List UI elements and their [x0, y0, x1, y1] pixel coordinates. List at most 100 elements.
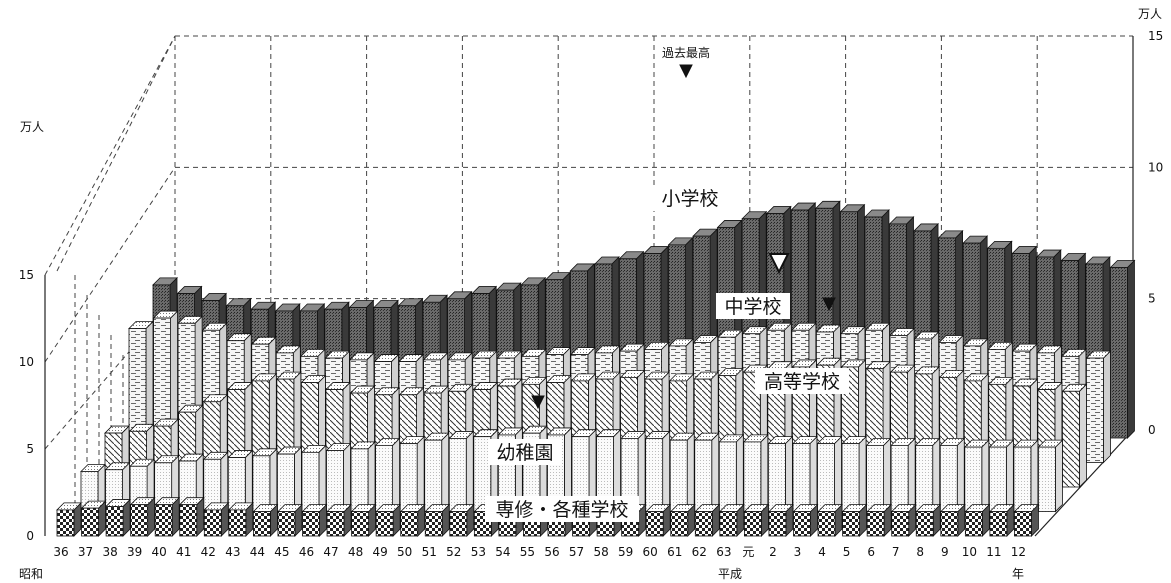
- bar-専修・各種学校-40: [154, 496, 181, 537]
- bar-front: [817, 511, 836, 537]
- bar-幼稚園-43: [251, 447, 278, 513]
- bar-front: [768, 443, 786, 512]
- bar-side: [907, 437, 916, 513]
- x-tick-36: 9: [941, 545, 949, 559]
- x-tick-32: 5: [843, 545, 851, 559]
- bar-front: [964, 511, 983, 537]
- bar-front: [744, 511, 762, 537]
- bar-front: [301, 451, 320, 512]
- bar-front: [669, 439, 688, 512]
- series-label-2: 高等学校: [764, 371, 840, 393]
- bar-front: [252, 511, 271, 537]
- bar-front: [645, 438, 664, 512]
- right-tick-15: 15: [1148, 29, 1163, 43]
- bar-専修・各種学校-10: [964, 503, 991, 537]
- bar-front: [277, 511, 296, 537]
- bar-幼稚園-42: [227, 449, 254, 513]
- bar-front: [866, 511, 885, 537]
- x-tick-27: 63: [716, 545, 731, 559]
- bar-side: [858, 435, 867, 513]
- bar-front: [302, 511, 320, 537]
- bar-幼稚園-44: [276, 446, 303, 513]
- bar-front: [1110, 267, 1128, 439]
- bar-専修・各種学校-3: [792, 503, 819, 537]
- annotation-peak: 過去最高: [662, 45, 710, 60]
- bar-幼稚園-58: [620, 430, 647, 513]
- bar-side: [269, 447, 278, 513]
- bar-side: [637, 430, 646, 513]
- x-tick-17: 53: [471, 545, 486, 559]
- bar-専修・各種学校-48: [350, 503, 377, 537]
- bar-front: [326, 450, 344, 512]
- bar-幼稚園-9: [963, 439, 990, 513]
- bar-front: [130, 504, 149, 537]
- bar-幼稚園-3: [816, 435, 843, 513]
- series-label-box: [755, 368, 849, 394]
- bar-side: [1030, 439, 1039, 513]
- bar-front: [179, 504, 198, 537]
- x-tick-28: 元: [742, 545, 754, 559]
- left-tick-15: 15: [19, 268, 34, 282]
- bar-front: [449, 511, 468, 537]
- bar-front: [768, 511, 787, 537]
- bar-幼稚園-5: [865, 437, 892, 513]
- bar-幼稚園-10: [988, 439, 1015, 513]
- bar-専修・各種学校-62: [694, 503, 721, 537]
- bar-専修・各種学校-11: [988, 503, 1015, 537]
- bar-中学校-12: [1085, 350, 1112, 464]
- peak-marker: [822, 297, 836, 312]
- x-tick-23: 59: [618, 545, 633, 559]
- bar-front: [841, 443, 860, 512]
- bar-専修・各種学校-12: [1013, 503, 1040, 537]
- peak-marker: [768, 253, 790, 275]
- bar-side: [883, 437, 891, 513]
- bar-side: [416, 435, 425, 513]
- x-tick-15: 51: [422, 545, 437, 559]
- bar-front: [915, 444, 934, 512]
- bar-side: [981, 439, 990, 513]
- bar-front: [670, 511, 689, 537]
- bar-専修・各種学校-6: [866, 503, 893, 537]
- bar-front: [400, 511, 419, 537]
- x-tick-12: 48: [348, 545, 363, 559]
- bar-front: [154, 504, 173, 537]
- bar-front: [424, 439, 443, 512]
- bar-side: [662, 430, 671, 513]
- x-tick-2: 38: [102, 545, 117, 559]
- bar-front: [375, 444, 394, 512]
- bar-front: [1013, 446, 1032, 512]
- x-tick-34: 7: [892, 545, 900, 559]
- bar-専修・各種学校-61: [669, 503, 696, 537]
- bar-専修・各種学校-51: [424, 503, 451, 537]
- x-tick-7: 43: [225, 545, 240, 559]
- bar-side: [441, 432, 450, 513]
- left-tick-5: 5: [26, 442, 34, 456]
- x-tick-9: 45: [274, 545, 289, 559]
- bar-専修・各種学校-4: [817, 503, 844, 537]
- bar-side: [785, 435, 793, 513]
- bar-専修・各種学校-52: [448, 503, 475, 537]
- bar-専修・各種学校-46: [301, 503, 328, 537]
- bar-side: [465, 430, 474, 513]
- right-tick-5: 5: [1148, 292, 1156, 306]
- bar-front: [817, 443, 835, 512]
- bar-side: [318, 444, 327, 513]
- bar-幼稚園-60: [669, 432, 696, 513]
- x-tick-18: 54: [495, 545, 510, 559]
- x-tick-38: 11: [986, 545, 1001, 559]
- series-label-box: [716, 293, 790, 319]
- bar-side: [1005, 439, 1014, 513]
- bar-幼稚園-63: [742, 433, 769, 513]
- x-tick-0: 36: [53, 545, 68, 559]
- bar-専修・各種学校-41: [178, 496, 205, 537]
- bar-front: [939, 444, 958, 512]
- series-label-4: 専修・各種学校: [495, 499, 628, 521]
- x-tick-5: 41: [176, 545, 191, 559]
- series-label-box: [485, 496, 639, 522]
- bar-front: [915, 511, 934, 537]
- bar-side: [834, 435, 842, 513]
- bar-front: [424, 511, 443, 537]
- bar-side: [1055, 439, 1063, 513]
- bar-幼稚園-11: [1012, 439, 1039, 513]
